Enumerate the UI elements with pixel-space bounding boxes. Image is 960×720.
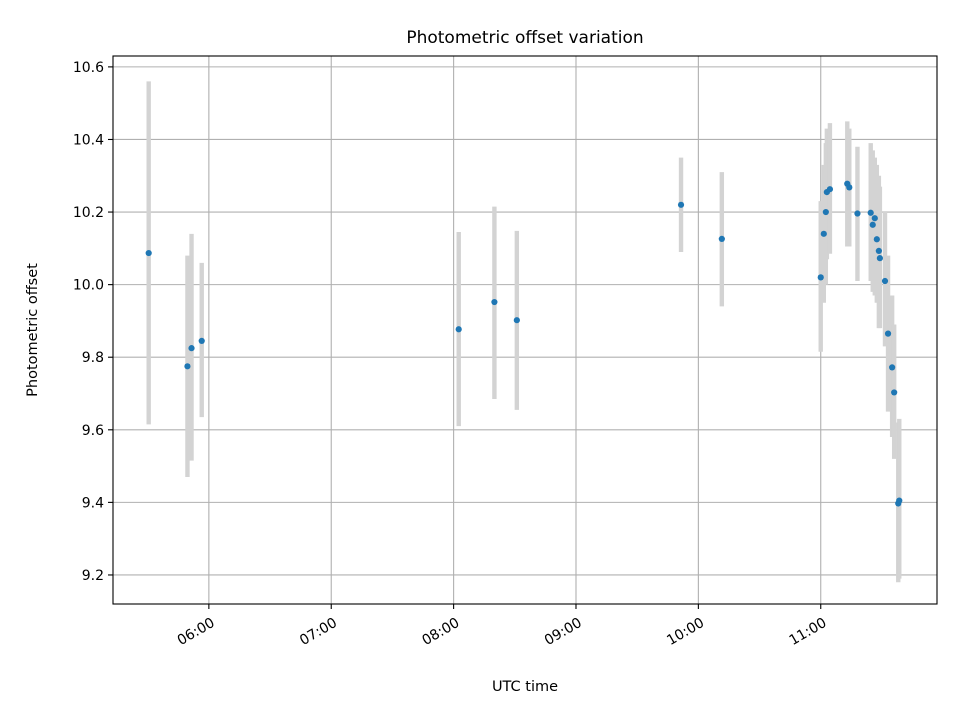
data-point [871, 215, 878, 222]
data-point [820, 230, 827, 237]
y-tick-label: 9.6 [82, 423, 104, 439]
x-tick-label: 08:00 [419, 615, 462, 649]
data-point [876, 255, 883, 262]
data-point [198, 337, 205, 344]
data-point [145, 249, 152, 257]
x-tick-label: 09:00 [542, 615, 585, 649]
data-point [513, 317, 520, 324]
data-point [875, 247, 882, 254]
x-tick-label: 11:00 [787, 615, 830, 649]
plot-frame [112, 55, 938, 605]
data-point [184, 363, 191, 370]
data-point [491, 298, 498, 306]
x-tick-label: 06:00 [175, 615, 218, 649]
y-tick-label: 10.4 [73, 132, 104, 148]
y-tick-label: 9.8 [82, 350, 104, 366]
data-point [884, 330, 892, 337]
error-bars [146, 81, 902, 583]
data-point [826, 186, 834, 193]
x-axis-label: UTC time [492, 679, 558, 695]
x-tick-label: 10:00 [664, 615, 707, 649]
data-points [145, 180, 903, 507]
data-point [846, 184, 853, 191]
y-tick-label: 9.2 [82, 568, 104, 584]
data-point [718, 235, 725, 243]
chart-title: Photometric offset variation [406, 28, 643, 48]
data-point [891, 389, 898, 396]
data-point [867, 209, 874, 216]
data-point [817, 274, 824, 281]
data-point [188, 345, 195, 352]
y-tick-label: 10.0 [73, 278, 104, 294]
grid [113, 56, 937, 604]
data-point [854, 210, 861, 217]
data-point [822, 208, 829, 216]
data-point [881, 277, 889, 285]
y-tick-label: 10.2 [73, 205, 104, 221]
data-point [889, 364, 896, 371]
y-tick-label: 9.4 [82, 495, 104, 511]
data-point [873, 236, 880, 243]
y-axis-label: Photometric offset [25, 263, 41, 397]
x-tick-label: 07:00 [297, 615, 340, 649]
y-tick-label: 10.6 [73, 60, 104, 76]
data-point [869, 221, 876, 228]
data-point [455, 326, 462, 333]
data-point [896, 497, 903, 504]
data-point [677, 201, 685, 208]
